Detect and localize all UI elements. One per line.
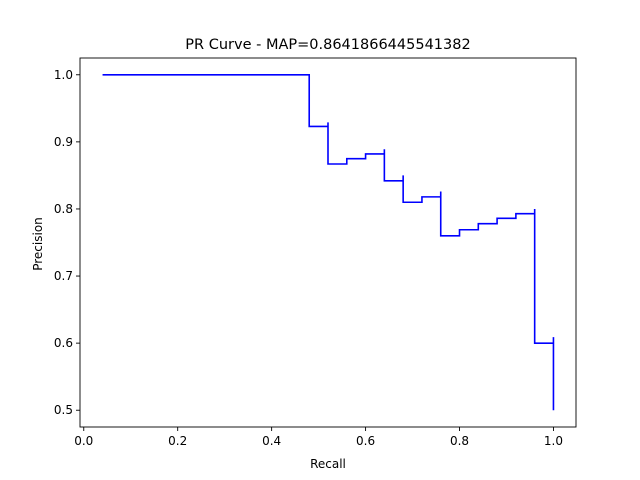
- y-axis-label: Precision: [31, 217, 45, 271]
- x-tick-label: 0.2: [168, 434, 187, 448]
- y-tick-label: 0.7: [54, 269, 73, 283]
- pr-curve-series-line: [102, 73, 555, 411]
- x-tick-label: 1.0: [544, 434, 563, 448]
- plot-frame: [79, 57, 577, 428]
- plot-area: 0.0 0.2 0.4 0.6 0.8 1.0 0.5 0.6 0.7 0.8 0.9 1.0: [54, 57, 577, 448]
- x-axis-label: Recall: [310, 457, 346, 471]
- x-tick-label: 0.6: [356, 434, 375, 448]
- y-tick-label: 0.8: [54, 202, 73, 216]
- y-tick-label: 0.6: [54, 336, 73, 350]
- x-tick-label: 0.4: [262, 434, 281, 448]
- chart-title: PR Curve - MAP=0.8641866445541382: [185, 37, 470, 53]
- y-tick-label: 0.5: [54, 403, 73, 417]
- y-tick-label: 1.0: [54, 68, 73, 82]
- x-tick-label: 0.0: [74, 434, 93, 448]
- y-tick-label: 0.9: [54, 135, 73, 149]
- x-tick-label: 0.8: [450, 434, 469, 448]
